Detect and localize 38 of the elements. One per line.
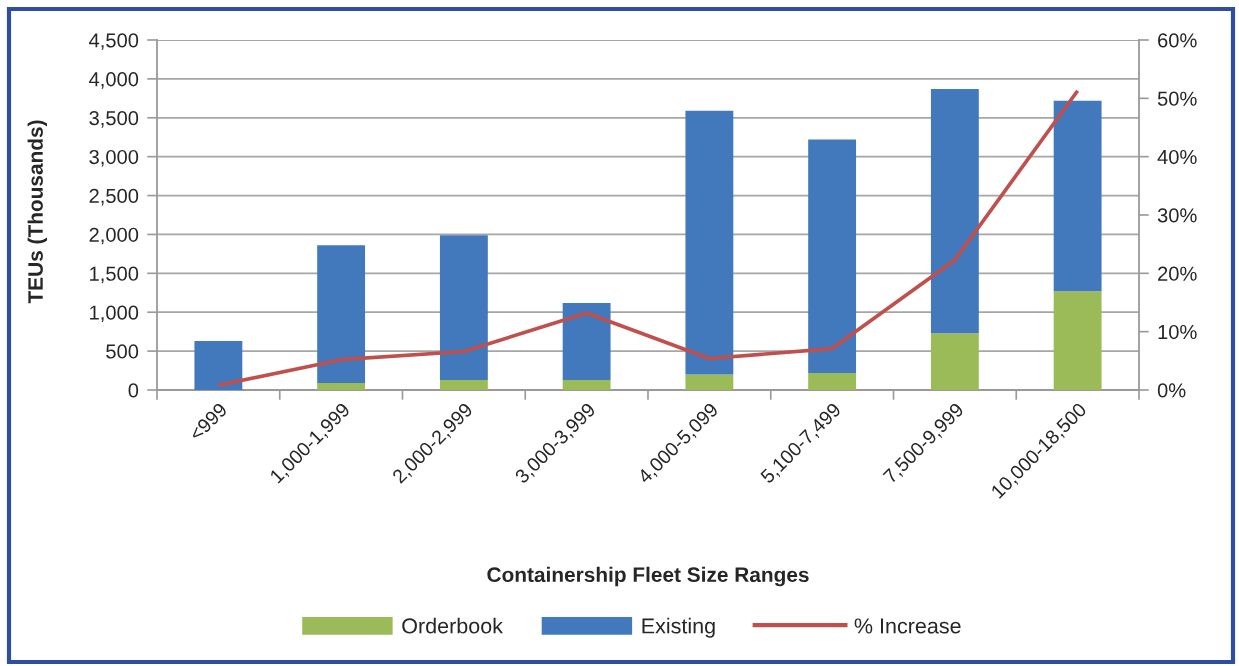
y2-tick-label: 30% [1157, 208, 1197, 223]
y-tick-label: 500 [106, 344, 139, 359]
x-axis-title: Containership Fleet Size Ranges [487, 566, 809, 587]
bar [562, 302, 611, 380]
y-tick-label: 3,000 [89, 149, 139, 167]
bar [439, 235, 488, 380]
line-series [216, 88, 1080, 388]
y-tick-label: 3,500 [89, 111, 139, 128]
bar [562, 379, 611, 390]
y-tick-label: 2,500 [89, 188, 139, 206]
bar [1053, 100, 1102, 292]
y2-tick-label: 20% [1158, 266, 1197, 281]
bar [685, 374, 734, 390]
bar [808, 372, 857, 390]
legend-label: Existing [642, 617, 715, 638]
bar [439, 379, 488, 390]
legend-label: % Increase [854, 618, 961, 634]
y-axis-title: TEUs (Thousands) [27, 120, 48, 304]
bar [930, 333, 979, 390]
bar [194, 341, 243, 390]
y-tick-label: 2,000 [89, 227, 139, 245]
bar [808, 139, 857, 373]
y2-tick-label: 0% [1157, 383, 1186, 398]
y2-tick-label: 40% [1157, 149, 1197, 165]
bar [317, 383, 366, 390]
y2-tick-label: 10% [1158, 324, 1197, 340]
bar [317, 245, 366, 383]
y-tick-label: 1,500 [90, 266, 139, 284]
y2-tick-label: 50% [1157, 91, 1197, 106]
legend-label: Orderbook [402, 617, 503, 634]
y-tick-label: 0 [128, 383, 139, 398]
y-tick-label: 4,500 [89, 33, 139, 50]
y-tick-label: 4,000 [89, 72, 139, 89]
bar [685, 110, 734, 375]
bar [930, 89, 979, 334]
y2-tick-label: 60% [1158, 33, 1197, 48]
bar [1053, 291, 1102, 390]
y-tick-label: 1,000 [90, 305, 139, 323]
